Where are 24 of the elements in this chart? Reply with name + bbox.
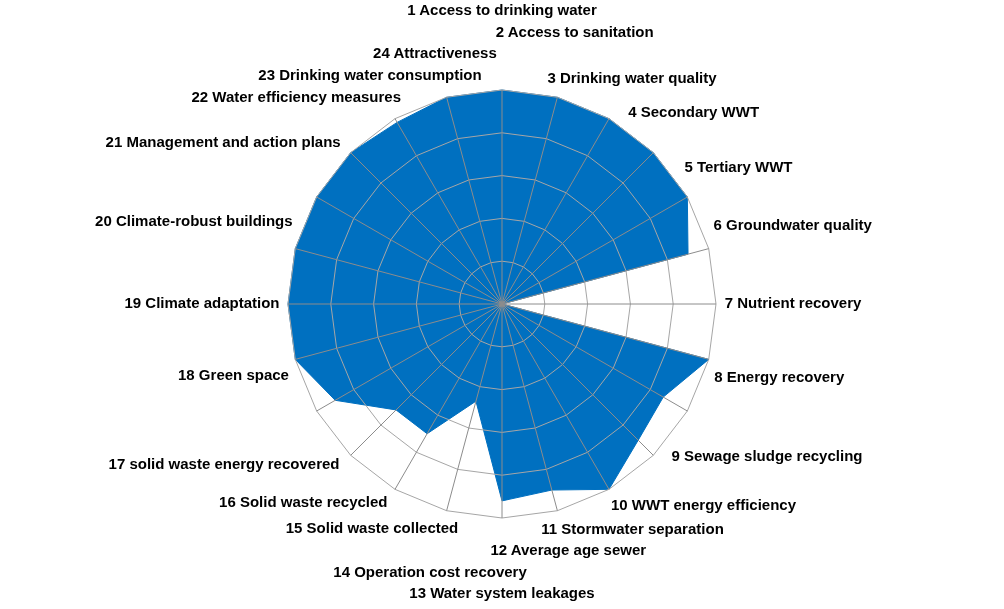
spoke-label: 11 Stormwater separation xyxy=(541,520,724,538)
spoke-label: 6 Groundwater quality xyxy=(713,216,873,234)
spoke-label: 23 Drinking water consumption xyxy=(258,65,482,83)
spoke-label: 13 Water system leakages xyxy=(409,584,595,602)
spoke-label: 18 Green space xyxy=(178,366,289,384)
spoke-label: 1 Access to drinking water xyxy=(407,1,597,19)
spoke-label: 19 Climate adaptation xyxy=(124,294,280,312)
spoke-label: 22 Water efficiency measures xyxy=(191,88,402,106)
spoke-label: 20 Climate-robust buildings xyxy=(95,211,293,229)
spoke-label: 2 Access to sanitation xyxy=(495,22,654,40)
spoke-label: 24 Attractiveness xyxy=(373,43,497,61)
spoke-label: 16 Solid waste recycled xyxy=(219,492,388,510)
spoke-label: 8 Energy recovery xyxy=(714,368,845,386)
spoke-label: 3 Drinking water quality xyxy=(547,68,718,86)
spoke-label: 21 Management and action plans xyxy=(105,133,341,151)
spoke-label: 9 Sewage sludge recycling xyxy=(671,447,863,465)
spoke-label: 5 Tertiary WWT xyxy=(684,157,793,175)
spoke-label: 17 solid waste energy recovered xyxy=(108,454,340,472)
spoke-label: 10 WWT energy efficiency xyxy=(610,495,797,513)
spoke-label: 4 Secondary WWT xyxy=(628,102,760,120)
spoke-label: 12 Average age sewer xyxy=(490,541,647,559)
spoke-label: 15 Solid waste collected xyxy=(285,519,459,537)
spoke-label: 7 Nutrient recovery xyxy=(724,294,863,312)
spoke-label: 14 Operation cost recovery xyxy=(333,562,528,580)
